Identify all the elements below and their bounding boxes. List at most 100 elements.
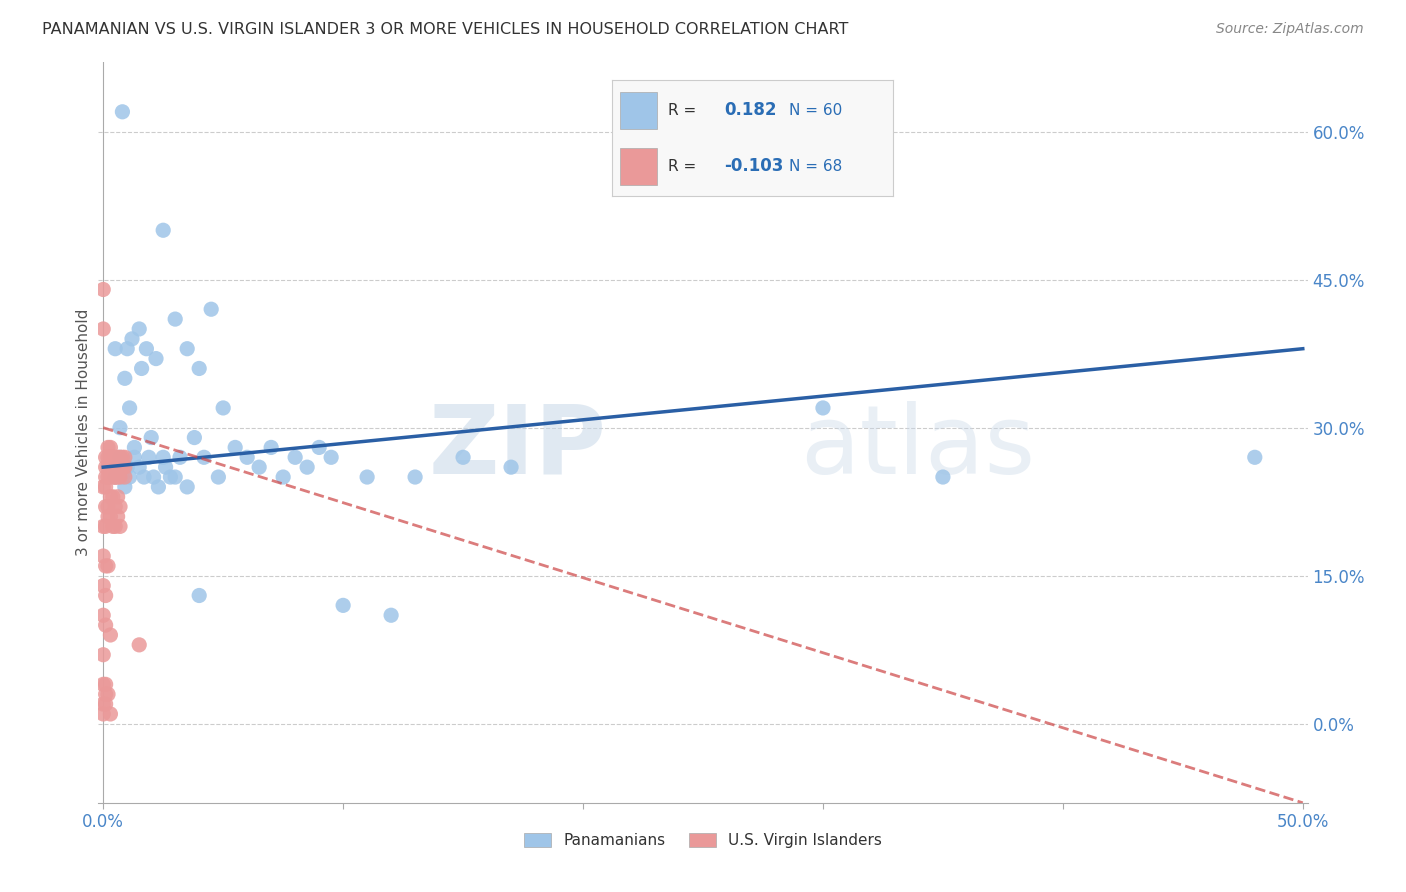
Point bbox=[152, 450, 174, 465]
Point bbox=[148, 480, 170, 494]
Point bbox=[100, 706, 122, 721]
Point bbox=[165, 312, 187, 326]
Point bbox=[91, 648, 114, 662]
Point bbox=[94, 450, 117, 465]
Point bbox=[224, 441, 246, 455]
Point bbox=[207, 470, 229, 484]
Text: atlas: atlas bbox=[800, 401, 1035, 494]
Point bbox=[104, 470, 127, 484]
Point bbox=[236, 450, 259, 465]
Point bbox=[94, 687, 117, 701]
Point bbox=[104, 470, 127, 484]
Point bbox=[107, 460, 129, 475]
Point bbox=[124, 450, 146, 465]
Point bbox=[115, 460, 138, 475]
Point bbox=[100, 470, 122, 484]
Point bbox=[212, 401, 235, 415]
Point bbox=[97, 460, 120, 475]
Point bbox=[308, 441, 330, 455]
Point bbox=[114, 371, 136, 385]
Point bbox=[91, 549, 114, 563]
Point bbox=[101, 490, 124, 504]
Point bbox=[101, 460, 124, 475]
Point bbox=[451, 450, 474, 465]
Point bbox=[169, 450, 191, 465]
Bar bbox=[620, 147, 657, 185]
Point bbox=[128, 322, 150, 336]
Point bbox=[200, 302, 222, 317]
Point bbox=[91, 608, 114, 623]
Point bbox=[142, 470, 165, 484]
Point bbox=[100, 509, 122, 524]
Point bbox=[321, 450, 343, 465]
Point bbox=[97, 687, 120, 701]
Point bbox=[94, 480, 117, 494]
Point bbox=[104, 519, 127, 533]
Point bbox=[188, 361, 211, 376]
Point bbox=[108, 450, 131, 465]
Point bbox=[145, 351, 167, 366]
Point bbox=[111, 470, 134, 484]
Text: R =: R = bbox=[668, 103, 696, 118]
Point bbox=[131, 361, 153, 376]
Point bbox=[94, 470, 117, 484]
Point bbox=[91, 519, 114, 533]
Point bbox=[94, 460, 117, 475]
Point bbox=[499, 460, 522, 475]
Point bbox=[356, 470, 378, 484]
Point bbox=[104, 500, 127, 514]
Point bbox=[271, 470, 294, 484]
Point bbox=[97, 500, 120, 514]
Point bbox=[332, 599, 354, 613]
Point bbox=[94, 677, 117, 691]
Point bbox=[107, 460, 129, 475]
Point bbox=[141, 431, 163, 445]
Point bbox=[97, 450, 120, 465]
Point bbox=[91, 283, 114, 297]
Point bbox=[295, 460, 318, 475]
Point bbox=[97, 441, 120, 455]
Point bbox=[100, 490, 122, 504]
Point bbox=[111, 104, 134, 119]
Text: N = 68: N = 68 bbox=[789, 159, 842, 174]
Point bbox=[104, 460, 127, 475]
Bar bbox=[620, 92, 657, 129]
Point bbox=[176, 480, 198, 494]
Point bbox=[111, 460, 134, 475]
Point bbox=[114, 460, 136, 475]
Point bbox=[108, 500, 131, 514]
Point bbox=[114, 480, 136, 494]
Text: -0.103: -0.103 bbox=[724, 157, 783, 175]
Point bbox=[380, 608, 402, 623]
Text: 0.182: 0.182 bbox=[724, 102, 776, 120]
Point bbox=[114, 470, 136, 484]
Text: R =: R = bbox=[668, 159, 696, 174]
Point bbox=[193, 450, 215, 465]
Point bbox=[91, 706, 114, 721]
Point bbox=[91, 579, 114, 593]
Text: ZIP: ZIP bbox=[429, 401, 606, 494]
Point bbox=[104, 470, 127, 484]
Point bbox=[114, 450, 136, 465]
Point bbox=[97, 558, 120, 573]
Point bbox=[124, 441, 146, 455]
Point bbox=[183, 431, 205, 445]
Point bbox=[101, 450, 124, 465]
Point bbox=[155, 460, 177, 475]
Legend: Panamanians, U.S. Virgin Islanders: Panamanians, U.S. Virgin Islanders bbox=[517, 827, 889, 855]
Point bbox=[159, 470, 181, 484]
Point bbox=[108, 420, 131, 434]
Point bbox=[94, 697, 117, 711]
Point bbox=[91, 697, 114, 711]
Text: Source: ZipAtlas.com: Source: ZipAtlas.com bbox=[1216, 22, 1364, 37]
Point bbox=[94, 618, 117, 632]
Point bbox=[100, 450, 122, 465]
Point bbox=[97, 509, 120, 524]
Point bbox=[260, 441, 283, 455]
Point bbox=[101, 470, 124, 484]
Point bbox=[94, 519, 117, 533]
Point bbox=[108, 519, 131, 533]
Point bbox=[1243, 450, 1265, 465]
Point bbox=[100, 441, 122, 455]
Point bbox=[100, 460, 122, 475]
